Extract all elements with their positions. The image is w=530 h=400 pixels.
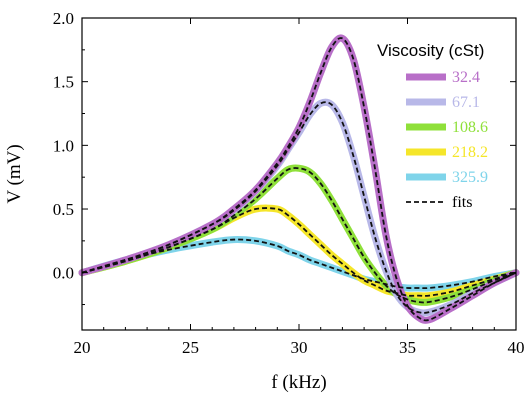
- legend-label-fits: fits: [452, 194, 472, 211]
- y-tick-label: 2.0: [53, 9, 74, 28]
- y-tick-label: 0.5: [53, 200, 74, 219]
- fit-line-325.9: [81, 238, 517, 290]
- x-axis-label: f (kHz): [271, 372, 326, 393]
- legend-label-218.2: 218.2: [452, 144, 488, 161]
- legend-label-67.1: 67.1: [452, 94, 480, 111]
- y-tick-label: 1.5: [53, 73, 74, 92]
- legend: Viscosity (cSt) 32.4 67.1 108.6 218.2 325.9 f…: [377, 41, 488, 211]
- y-axis-label: V (mV): [4, 144, 25, 203]
- legend-label-325.9: 325.9: [452, 169, 488, 186]
- fit-line-67.1: [81, 101, 517, 314]
- legend-label-108.6: 108.6: [452, 119, 488, 136]
- series-group: [78, 34, 520, 324]
- y-tick-label: 1.0: [53, 136, 74, 155]
- x-tick-label: 20: [74, 338, 91, 357]
- axes-group: 20 25 30 35 40 0.0 0.5 1.0 1.5 2.0: [53, 9, 525, 357]
- legend-label-32.4: 32.4: [452, 69, 480, 86]
- legend-title: Viscosity (cSt): [377, 41, 484, 60]
- fit-line-218.2: [81, 207, 517, 297]
- x-tick-label: 25: [182, 338, 199, 357]
- y-tick-label: 0.0: [53, 264, 74, 283]
- x-tick-label: 35: [399, 338, 416, 357]
- x-tick-label: 30: [291, 338, 308, 357]
- series-line-325.9: [78, 236, 520, 292]
- x-tick-label: 40: [508, 338, 525, 357]
- series-line-32.4: [78, 34, 520, 324]
- fit-line-32.4: [81, 37, 517, 322]
- fit-line-108.6: [81, 167, 517, 304]
